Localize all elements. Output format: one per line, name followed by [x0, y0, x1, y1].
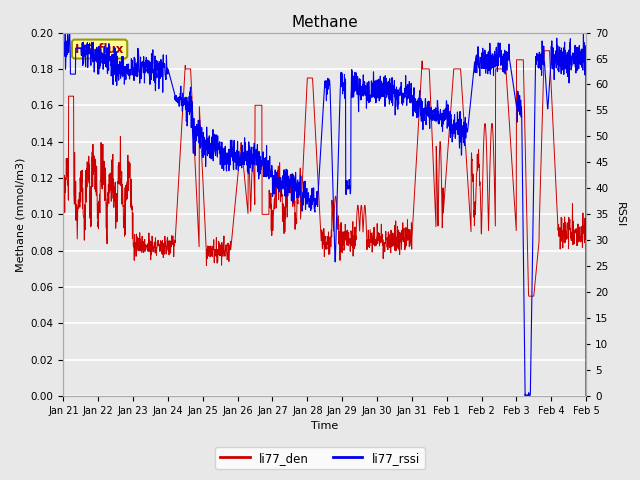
Y-axis label: Methane (mmol/m3): Methane (mmol/m3) — [15, 157, 25, 272]
X-axis label: Time: Time — [311, 421, 339, 432]
Title: Methane: Methane — [291, 15, 358, 30]
Text: HS_flux: HS_flux — [75, 43, 124, 56]
Legend: li77_den, li77_rssi: li77_den, li77_rssi — [216, 447, 424, 469]
Y-axis label: RSSI: RSSI — [615, 202, 625, 227]
